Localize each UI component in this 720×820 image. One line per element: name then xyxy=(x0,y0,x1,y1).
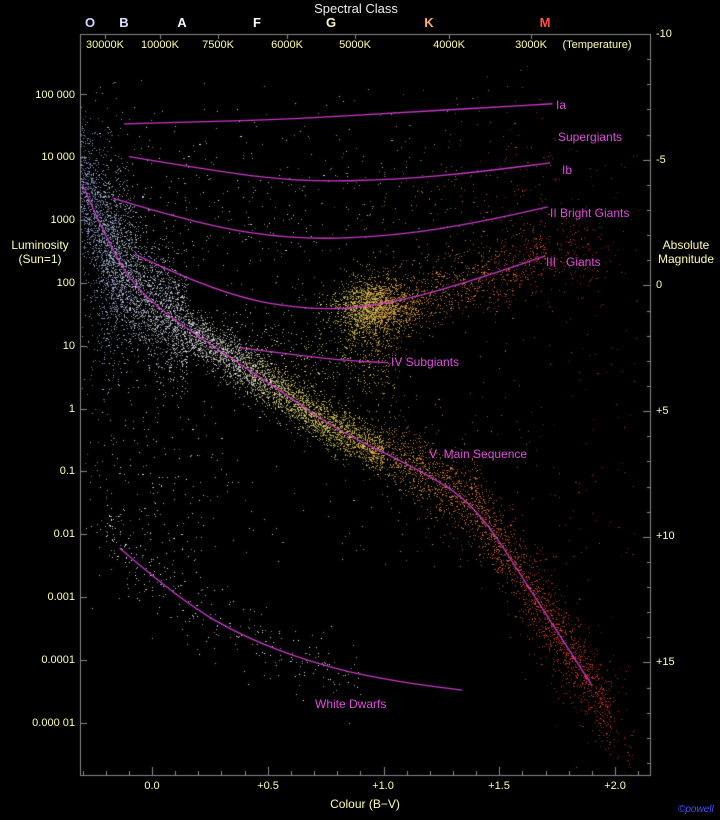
temp-30000k: 30000K xyxy=(86,39,124,51)
left-axis-title-line1: Luminosity xyxy=(11,238,69,252)
left-tick-10000: 10 000 xyxy=(41,151,75,163)
right-axis-title-line1: Absolute xyxy=(662,238,710,252)
right-tick-0: 0 xyxy=(656,279,663,291)
left-axis-title-line2: (Sun=1) xyxy=(18,252,62,266)
left-tick-1000: 1000 xyxy=(50,214,75,226)
temp-5000k: 5000K xyxy=(339,39,371,51)
label-iii-giants: III Giants xyxy=(546,255,601,269)
left-tick-0p00001: 0.000 01 xyxy=(32,717,75,729)
label-ib: Ib xyxy=(562,163,573,177)
temperature-axis-label: (Temperature) xyxy=(562,39,632,51)
label-iv-subgiants: IV Subgiants xyxy=(391,355,460,369)
page-title: Spectral Class xyxy=(314,1,398,16)
left-tick-0p0001: 0.0001 xyxy=(41,654,75,666)
left-tick-0p01: 0.01 xyxy=(53,528,75,540)
left-tick-1: 1 xyxy=(68,403,75,415)
credit-text: ©powell xyxy=(678,804,714,815)
label-supergiants: Supergiants xyxy=(558,130,623,144)
bottom-tick-2p0: +2.0 xyxy=(604,780,626,792)
bottom-tick-0: 0.0 xyxy=(144,780,160,792)
temp-3000k: 3000K xyxy=(515,39,547,51)
spectral-class-g: G xyxy=(325,15,337,30)
temp-10000k: 10000K xyxy=(141,39,179,51)
label-ii-bright-giants: II Bright Giants xyxy=(550,206,630,220)
label-v-main-sequence: V Main Sequence xyxy=(429,447,528,461)
left-tick-10: 10 xyxy=(62,340,75,352)
spectral-class-m: M xyxy=(539,15,551,30)
right-tick-m5: -5 xyxy=(656,154,666,166)
temp-4000k: 4000K xyxy=(433,39,465,51)
right-tick-p10: +10 xyxy=(656,530,675,542)
right-tick-m10: -10 xyxy=(656,28,672,40)
spectral-class-o: O xyxy=(84,15,96,30)
bottom-tick-1p0: +1.0 xyxy=(372,780,394,792)
bottom-tick-0p5: +0.5 xyxy=(257,780,279,792)
spectral-class-b: B xyxy=(119,15,129,30)
temp-7500k: 7500K xyxy=(202,39,234,51)
right-axis-title-line2: Magnitude xyxy=(657,252,715,266)
right-tick-p5: +5 xyxy=(656,405,669,417)
right-tick-p15: +15 xyxy=(656,656,675,668)
temp-6000k: 6000K xyxy=(271,39,303,51)
bottom-tick-1p5: +1.5 xyxy=(488,780,510,792)
bottom-axis-title: Colour (B−V) xyxy=(330,797,400,811)
spectral-class-k: K xyxy=(424,15,434,30)
left-tick-100: 100 xyxy=(56,277,75,289)
left-tick-0p001: 0.001 xyxy=(47,591,75,603)
left-tick-0p1: 0.1 xyxy=(59,465,75,477)
label-ia: Ia xyxy=(556,98,567,112)
left-tick-100000: 100 000 xyxy=(35,89,75,101)
label-white-dwarfs: White Dwarfs xyxy=(315,697,387,711)
spectral-class-f: F xyxy=(253,15,261,30)
spectral-class-a: A xyxy=(177,15,187,30)
